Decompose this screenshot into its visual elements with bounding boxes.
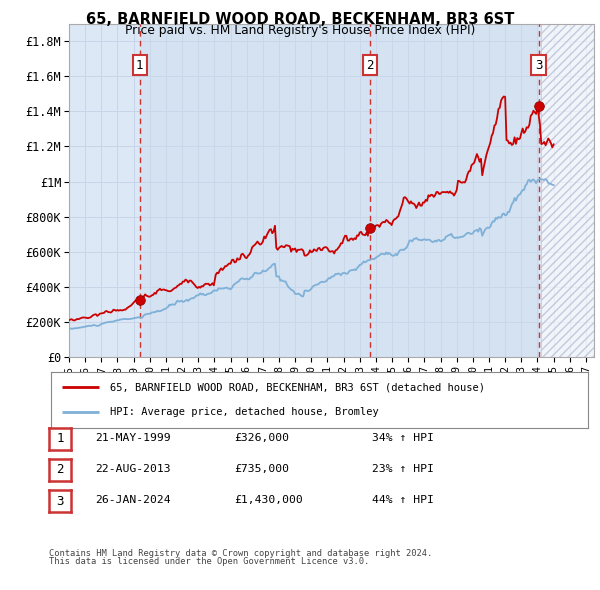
- Text: 21-MAY-1999: 21-MAY-1999: [95, 433, 170, 442]
- Text: 44% ↑ HPI: 44% ↑ HPI: [372, 496, 434, 505]
- Text: 3: 3: [535, 59, 542, 72]
- Text: HPI: Average price, detached house, Bromley: HPI: Average price, detached house, Brom…: [110, 407, 379, 417]
- Text: 1: 1: [56, 432, 64, 445]
- Text: Price paid vs. HM Land Registry's House Price Index (HPI): Price paid vs. HM Land Registry's House …: [125, 24, 475, 37]
- Text: Contains HM Land Registry data © Crown copyright and database right 2024.: Contains HM Land Registry data © Crown c…: [49, 549, 433, 558]
- Text: This data is licensed under the Open Government Licence v3.0.: This data is licensed under the Open Gov…: [49, 558, 370, 566]
- Text: £735,000: £735,000: [234, 464, 289, 474]
- Text: 2: 2: [56, 463, 64, 477]
- Bar: [541, 24, 594, 357]
- Text: 3: 3: [56, 494, 64, 508]
- Text: £326,000: £326,000: [234, 433, 289, 442]
- Text: £1,430,000: £1,430,000: [234, 496, 303, 505]
- Text: 1: 1: [136, 59, 143, 72]
- Text: 22-AUG-2013: 22-AUG-2013: [95, 464, 170, 474]
- Bar: [140, 24, 539, 357]
- Text: 34% ↑ HPI: 34% ↑ HPI: [372, 433, 434, 442]
- Text: 23% ↑ HPI: 23% ↑ HPI: [372, 464, 434, 474]
- Text: 65, BARNFIELD WOOD ROAD, BECKENHAM, BR3 6ST (detached house): 65, BARNFIELD WOOD ROAD, BECKENHAM, BR3 …: [110, 382, 485, 392]
- Text: 65, BARNFIELD WOOD ROAD, BECKENHAM, BR3 6ST: 65, BARNFIELD WOOD ROAD, BECKENHAM, BR3 …: [86, 12, 514, 27]
- Text: 26-JAN-2024: 26-JAN-2024: [95, 496, 170, 505]
- Text: 2: 2: [367, 59, 374, 72]
